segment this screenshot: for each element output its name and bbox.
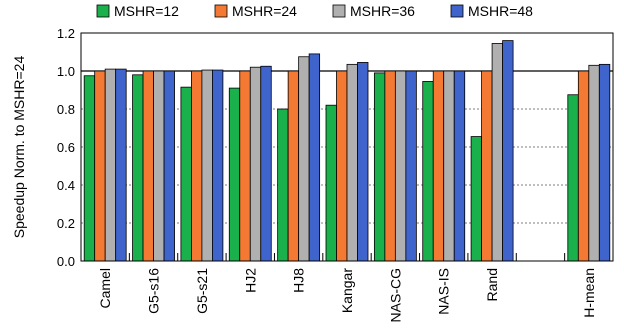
legend: MSHR=12 MSHR=24 MSHR=36 MSHR=48 [96, 3, 533, 19]
y-tick-label: 0.6 [57, 140, 75, 155]
bar-mshr-24 [432, 70, 445, 262]
bar-mshr-36 [201, 69, 213, 262]
bar-mshr-48 [357, 62, 369, 262]
legend-label: MSHR=36 [350, 3, 415, 19]
bar-mshr-12 [567, 94, 579, 262]
x-tick-label: NAS-IS [436, 268, 452, 315]
bar-mshr-24 [287, 70, 300, 262]
y-tick-label: 1.0 [57, 64, 75, 79]
bar-mshr-36 [346, 63, 358, 262]
bar-mshr-48 [502, 40, 514, 262]
y-tick-label: 1.2 [57, 26, 75, 41]
x-axis-tick-labels: Camel G5-s16 G5-s21 HJ2 HJ8 Kangar NAS-CG NAS-I… [97, 268, 597, 323]
x-tick-label: Kangar [339, 268, 355, 313]
y-tick-label: 0.0 [57, 254, 75, 269]
legend-label: MSHR=12 [114, 3, 179, 19]
legend-swatch [214, 4, 228, 18]
plot-area-frame [80, 32, 614, 262]
bar-mshr-12 [422, 81, 434, 262]
bar-mshr-12 [325, 104, 337, 262]
bar-mshr-36 [394, 70, 407, 262]
y-axis-ticks: 0.0 0.2 0.4 0.6 0.8 1.0 1.2 [57, 26, 75, 269]
bar-mshr-48 [212, 69, 224, 262]
legend-swatch [450, 4, 464, 18]
bar-mshr-24 [142, 70, 154, 262]
bar-mshr-36 [104, 68, 117, 262]
bar-mshr-24 [336, 70, 348, 262]
bar-mshr-48 [308, 53, 321, 262]
bar-mshr-48 [260, 65, 272, 262]
bar-mshr-48 [163, 70, 175, 262]
bar-mshr-24 [481, 70, 493, 262]
bar-mshr-12 [470, 136, 482, 262]
x-tick-label: G5-s21 [194, 268, 210, 314]
bar-mshr-12 [180, 86, 192, 262]
bar-mshr-36 [443, 70, 455, 262]
bar-mshr-48 [453, 70, 466, 262]
x-tick-label: G5-s16 [146, 268, 162, 314]
bar-mshr-12 [277, 108, 289, 262]
bar-mshr-12 [373, 72, 386, 262]
legend-swatch [96, 4, 110, 18]
bar-mshr-24 [94, 70, 106, 262]
y-tick-label: 0.2 [57, 216, 75, 231]
x-tick-label: Camel [97, 268, 113, 308]
bar-mshr-24 [239, 70, 251, 262]
y-tick-label: 0.8 [57, 102, 75, 117]
x-tick-label: NAS-CG [387, 268, 403, 322]
y-tick-label: 0.4 [57, 178, 75, 193]
bars [83, 40, 611, 262]
bar-mshr-12 [228, 87, 241, 262]
x-tick-label: Rand [484, 268, 500, 301]
bar-mshr-24 [384, 70, 396, 262]
bar-mshr-12 [132, 74, 144, 262]
bar-mshr-48 [598, 63, 611, 262]
x-tick-label: H-mean [581, 268, 597, 318]
category-separators [128, 253, 566, 261]
bar-mshr-24 [191, 70, 203, 262]
bar-mshr-48 [405, 70, 417, 262]
bar-mshr-24 [577, 70, 590, 262]
y-axis-label: Speedup Norm. to MSHR=24 [11, 56, 27, 239]
bar-mshr-36 [298, 56, 310, 262]
legend-label: MSHR=48 [468, 3, 533, 19]
bar-mshr-36 [491, 43, 503, 262]
bar-mshr-12 [83, 75, 96, 262]
bar-mshr-36 [588, 64, 600, 262]
x-tick-label: HJ2 [242, 268, 258, 293]
x-tick-label: HJ8 [291, 268, 307, 293]
legend-label: MSHR=24 [232, 3, 297, 19]
bar-mshr-48 [115, 68, 127, 262]
bar-mshr-36 [153, 70, 165, 262]
bar-mshr-36 [249, 66, 262, 262]
legend-swatch [332, 4, 346, 18]
